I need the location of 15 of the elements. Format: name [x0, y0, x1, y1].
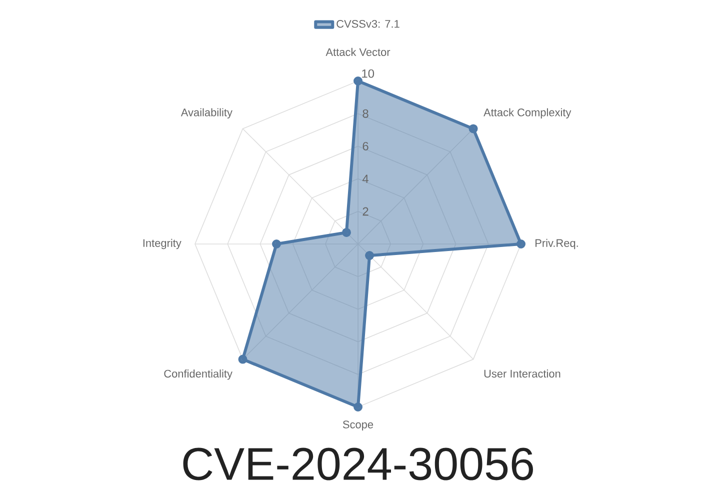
- y-tick-label: 10: [362, 69, 374, 78]
- y-tick-label: 2: [362, 207, 368, 216]
- legend-label: CVSSv3: 7.1: [336, 20, 400, 28]
- y-tick-label: 6: [362, 142, 368, 150]
- spoke-label: Confidentiality: [164, 370, 232, 380]
- spoke-label: Availability: [180, 108, 232, 118]
- text: CVE-2024-30056: [183, 448, 533, 480]
- spoke-label: Attack Vector: [326, 48, 390, 56]
- spoke-label: Integrity: [143, 238, 182, 250]
- spoke-label: Priv.Req.: [536, 238, 578, 250]
- y-tick-label: 4: [362, 174, 368, 183]
- y-tick-label: 8: [362, 109, 368, 118]
- spoke-label: Attack Complexity: [484, 108, 572, 118]
- spoke-label: User Interaction: [484, 370, 560, 378]
- spoke-label: Scope: [342, 420, 374, 431]
